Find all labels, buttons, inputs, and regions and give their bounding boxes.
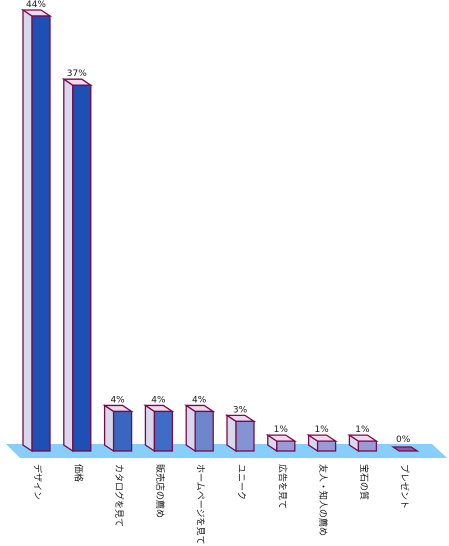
bar-side-face: [144, 404, 156, 453]
category-label: 宝石の質: [358, 464, 370, 500]
bar: [20, 8, 53, 453]
value-label: 4%: [110, 395, 125, 405]
category-label: 価格: [72, 464, 84, 482]
value-label: 44%: [26, 0, 46, 10]
bar-side-face: [63, 77, 74, 453]
value-labels-group: 44% 37% 4% 4% 4% 3% 1% 1% 1% 0%: [26, 0, 411, 445]
bar-front-face: [357, 440, 378, 452]
bar: [102, 404, 134, 453]
bar: [224, 414, 257, 453]
bar-front-face: [153, 410, 174, 452]
bar: [265, 433, 297, 453]
bar-side-face: [103, 404, 115, 453]
bar: [184, 404, 216, 453]
bar-front-face: [112, 410, 133, 452]
bar-front-face: [72, 84, 92, 452]
bar-front-face: [276, 440, 296, 452]
category-label: ユニーク: [236, 464, 247, 500]
value-label: 1%: [314, 425, 329, 435]
category-label: デザイン: [32, 464, 44, 500]
bar-front-face: [235, 420, 255, 452]
value-label: 4%: [151, 395, 166, 405]
value-label: 1%: [355, 425, 370, 435]
category-label: ホームページを見て: [195, 464, 206, 545]
value-label: 1%: [274, 425, 289, 435]
bar: [61, 77, 93, 453]
bar-front-face: [316, 440, 337, 452]
bar: [391, 446, 420, 452]
value-label: 4%: [192, 395, 207, 405]
category-label: プレゼント: [399, 464, 411, 509]
value-label: 0%: [396, 435, 411, 445]
value-label: 37%: [67, 69, 87, 79]
category-label: 広告を見て: [276, 464, 288, 509]
bar-flat: [391, 446, 420, 452]
value-label: 3%: [233, 405, 248, 415]
bar: [347, 433, 379, 453]
bar-side-face: [22, 8, 33, 453]
bar-front-face: [194, 410, 214, 452]
bar-front-face: [31, 15, 51, 452]
bar: [143, 404, 175, 453]
bars-group: [20, 8, 420, 453]
bar: [306, 433, 338, 453]
category-label: 友人・知人の薦め: [317, 464, 329, 536]
bar-side-face: [185, 404, 196, 453]
category-label: 販売店の薦め: [154, 464, 166, 518]
category-label: カタログを見て: [113, 464, 125, 527]
category-labels-group: デザイン 価格 カタログを見て 販売店の薦め ホームページを見て ユニーク 広告を見て 友人・…: [32, 464, 411, 545]
